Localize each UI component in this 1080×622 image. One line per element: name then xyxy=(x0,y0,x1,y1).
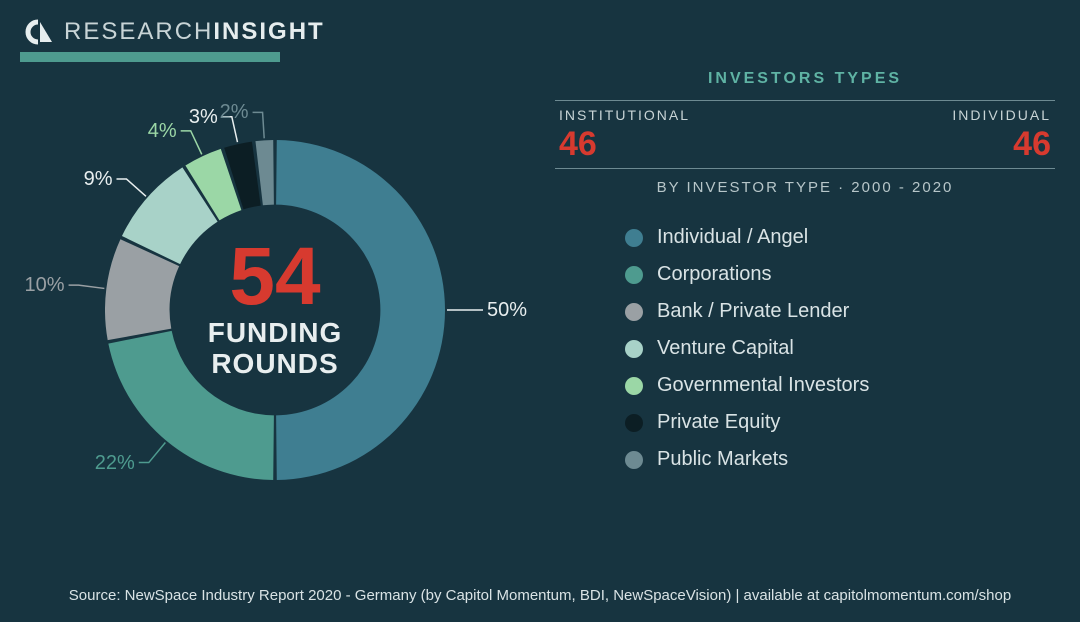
donut-center: 54 FUNDING ROUNDS xyxy=(105,140,445,480)
legend-label: Venture Capital xyxy=(657,337,794,360)
investor-row: INSTITUTIONAL 46 INDIVIDUAL 46 xyxy=(555,100,1055,169)
slice-label: 10% xyxy=(25,274,65,297)
center-label: FUNDING ROUNDS xyxy=(208,318,343,380)
legend-swatch xyxy=(625,451,643,469)
legend-item: Private Equity xyxy=(625,411,1055,434)
legend-label: Bank / Private Lender xyxy=(657,300,849,323)
logo-icon xyxy=(20,18,56,46)
legend-item: Public Markets xyxy=(625,448,1055,471)
header-underline xyxy=(20,52,280,62)
slice-label: 2% xyxy=(220,101,249,124)
center-value: 54 xyxy=(229,240,320,314)
slice-label: 50% xyxy=(487,299,527,322)
institutional-value: 46 xyxy=(559,125,690,164)
legend-item: Individual / Angel xyxy=(625,226,1055,249)
title-bold: INSIGHT xyxy=(213,18,324,45)
legend-swatch xyxy=(625,266,643,284)
individual-value: 46 xyxy=(952,125,1051,164)
institutional-label: INSTITUTIONAL xyxy=(559,107,690,123)
slice-label: 22% xyxy=(95,452,135,475)
individual-label: INDIVIDUAL xyxy=(952,107,1051,123)
header: RESEARCHINSIGHT xyxy=(20,18,325,62)
slice-label: 9% xyxy=(84,168,113,191)
legend-item: Governmental Investors xyxy=(625,374,1055,397)
logo-row: RESEARCHINSIGHT xyxy=(20,18,325,46)
legend-label: Governmental Investors xyxy=(657,374,869,397)
legend-label: Individual / Angel xyxy=(657,226,808,249)
legend-swatch xyxy=(625,377,643,395)
legend-swatch xyxy=(625,414,643,432)
legend-item: Bank / Private Lender xyxy=(625,300,1055,323)
title-thin: RESEARCH xyxy=(64,18,213,45)
legend-label: Private Equity xyxy=(657,411,780,434)
legend-swatch xyxy=(625,303,643,321)
slice-label: 4% xyxy=(148,120,177,143)
leader-line xyxy=(69,285,105,288)
right-panel: INVESTORS TYPES INSTITUTIONAL 46 INDIVID… xyxy=(555,70,1055,485)
legend: Individual / Angel Corporations Bank / Pri… xyxy=(625,226,1055,471)
investor-institutional: INSTITUTIONAL 46 xyxy=(559,107,690,164)
legend-item: Venture Capital xyxy=(625,337,1055,360)
legend-label: Corporations xyxy=(657,263,772,286)
legend-swatch xyxy=(625,229,643,247)
investor-individual: INDIVIDUAL 46 xyxy=(952,107,1051,164)
leader-line xyxy=(253,112,265,138)
source-text: Source: NewSpace Industry Report 2020 - … xyxy=(0,587,1080,604)
legend-swatch xyxy=(625,340,643,358)
page-title: RESEARCHINSIGHT xyxy=(64,18,325,46)
investors-heading: INVESTORS TYPES xyxy=(555,70,1055,88)
legend-item: Corporations xyxy=(625,263,1055,286)
donut-chart: 54 FUNDING ROUNDS 50%22%10%9%4%3%2% xyxy=(60,110,490,540)
investor-subheading: BY INVESTOR TYPE · 2000 - 2020 xyxy=(555,179,1055,196)
slice-label: 3% xyxy=(189,106,218,129)
legend-label: Public Markets xyxy=(657,448,788,471)
